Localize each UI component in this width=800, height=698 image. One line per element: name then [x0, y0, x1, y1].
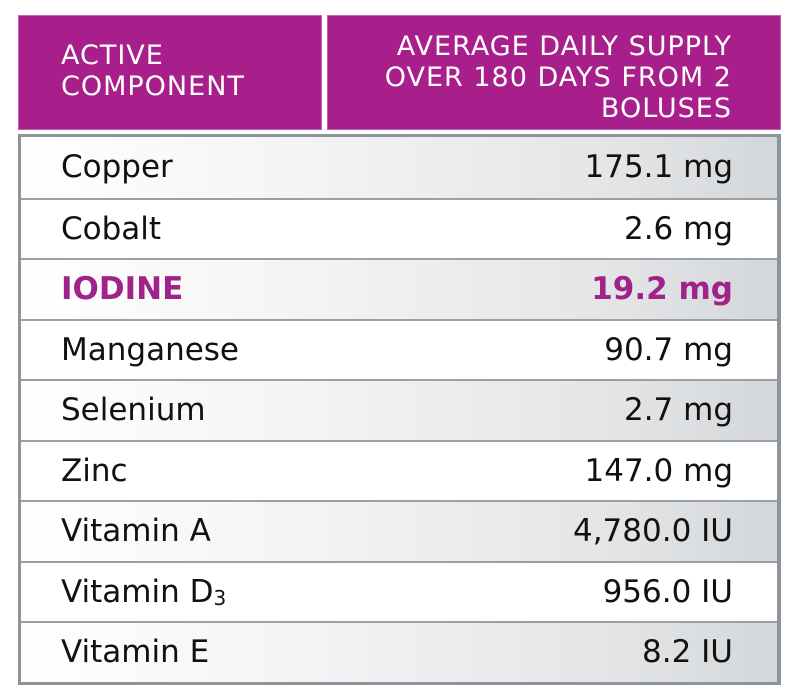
table-row-vitamin-a: Vitamin A 4,780.0 IU [21, 500, 777, 561]
header-label-line: ACTIVE [61, 40, 164, 71]
component-name: Vitamin E [61, 634, 210, 671]
table-body: Copper 175.1 mg Cobalt 2.6 mg IODINE 19.… [18, 134, 781, 685]
table-row-cobalt: Cobalt 2.6 mg [21, 197, 777, 258]
table-header: ACTIVE COMPONENT AVERAGE DAILY SUPPLY OV… [18, 15, 781, 130]
component-name: Selenium [61, 392, 206, 429]
header-label-line: AVERAGE DAILY SUPPLY [396, 31, 732, 62]
supply-value: 2.7 mg [623, 392, 733, 429]
header-label-line: OVER 180 DAYS FROM 2 [384, 62, 732, 93]
component-name: Vitamin A [61, 513, 211, 550]
supply-value: 2.6 mg [623, 210, 733, 247]
component-name: Copper [61, 149, 173, 186]
table-row-vitamin-e: Vitamin E 8.2 IU [21, 621, 777, 682]
supply-value: 147.0 mg [584, 452, 733, 489]
table-row-iodine: IODINE 19.2 mg [21, 258, 777, 319]
component-name: Manganese [61, 331, 240, 368]
supply-value: 8.2 IU [642, 634, 733, 671]
header-active-component: ACTIVE COMPONENT [18, 15, 322, 130]
supply-value: 90.7 mg [604, 331, 733, 368]
component-name-text: Vitamin D [61, 573, 214, 610]
component-name: Zinc [61, 452, 128, 489]
component-name: Vitamin D3 [61, 574, 226, 610]
table-row-vitamin-d3: Vitamin D3 956.0 IU [21, 560, 777, 621]
supply-value: 956.0 IU [602, 573, 733, 610]
component-name: IODINE [61, 271, 184, 308]
header-label-line: BOLUSES [600, 93, 732, 124]
supply-value: 4,780.0 IU [572, 513, 733, 550]
component-name-subscript: 3 [213, 585, 227, 610]
supply-value: 175.1 mg [584, 149, 733, 186]
supply-table: ACTIVE COMPONENT AVERAGE DAILY SUPPLY OV… [18, 15, 781, 685]
table-row-copper: Copper 175.1 mg [21, 137, 777, 198]
table-row-manganese: Manganese 90.7 mg [21, 318, 777, 379]
header-average-daily-supply: AVERAGE DAILY SUPPLY OVER 180 DAYS FROM … [327, 15, 781, 130]
component-name: Cobalt [61, 210, 162, 247]
header-label-line: COMPONENT [61, 71, 245, 102]
supply-value: 19.2 mg [591, 271, 733, 308]
table-row-selenium: Selenium 2.7 mg [21, 379, 777, 440]
table-row-zinc: Zinc 147.0 mg [21, 439, 777, 500]
